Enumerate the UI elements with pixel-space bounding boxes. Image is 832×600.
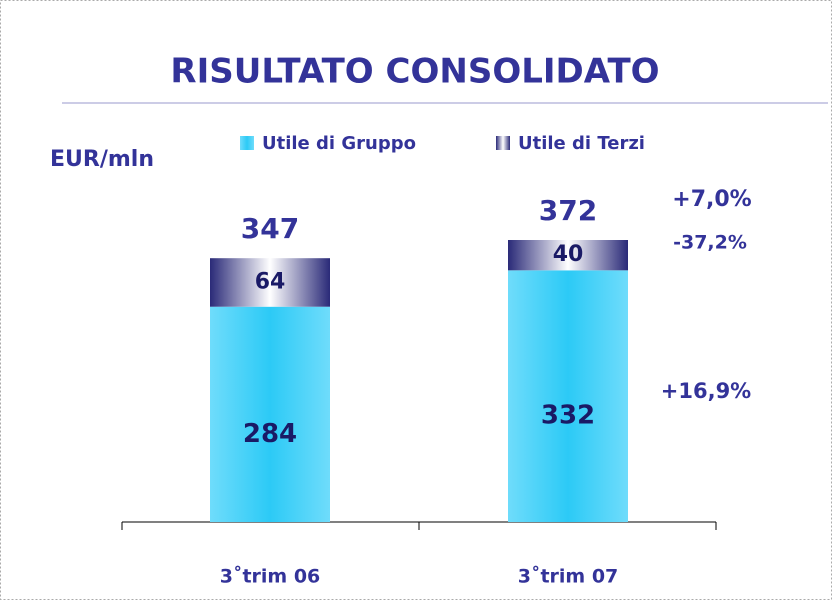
legend-swatch <box>496 136 510 150</box>
bar-segment <box>508 270 628 522</box>
chart-title: RISULTATO CONSOLIDATO <box>170 52 659 92</box>
data-label: 40 <box>553 242 584 267</box>
legend-swatch <box>240 136 254 150</box>
total-label: 372 <box>539 194 597 227</box>
bar-segment <box>210 306 330 522</box>
legend-label: Utile di Terzi <box>518 133 645 154</box>
legend-label: Utile di Gruppo <box>262 133 416 154</box>
bar-segment <box>508 240 628 271</box>
x-tick-label: 3˚trim 07 <box>518 565 619 588</box>
annotation: +16,9% <box>661 379 751 403</box>
total-label: 347 <box>241 212 299 245</box>
x-tick-label: 3˚trim 06 <box>220 565 321 588</box>
annotation: -37,2% <box>673 232 747 254</box>
annotation: +7,0% <box>672 187 751 212</box>
bar-segment <box>210 258 330 307</box>
data-label: 284 <box>243 419 297 449</box>
unit-label: EUR/mln <box>50 147 154 172</box>
data-label: 332 <box>541 401 595 431</box>
data-label: 64 <box>255 269 286 294</box>
